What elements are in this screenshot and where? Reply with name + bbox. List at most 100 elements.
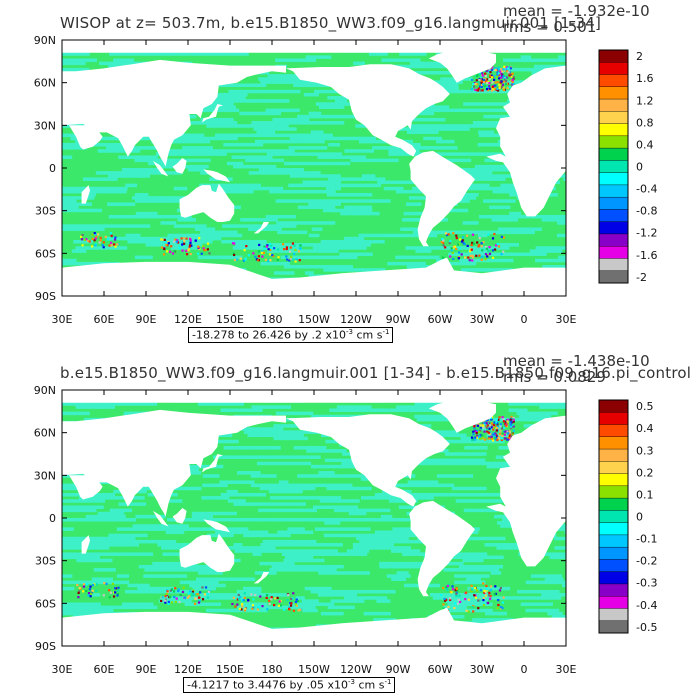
anomaly-cell bbox=[250, 593, 253, 596]
anomaly-cell bbox=[472, 610, 475, 613]
ocean-band bbox=[339, 252, 373, 257]
anomaly-cell bbox=[484, 591, 487, 594]
anomaly-cell bbox=[500, 72, 503, 76]
colorbar-swatch bbox=[598, 497, 629, 511]
ocean-band bbox=[291, 496, 316, 500]
anomaly-cell bbox=[476, 80, 479, 83]
anomaly-cell bbox=[91, 589, 94, 592]
ocean-band bbox=[435, 230, 465, 235]
anomaly-cell bbox=[273, 247, 276, 250]
anomaly-cell bbox=[449, 598, 452, 602]
colorbar-swatch bbox=[598, 620, 629, 634]
ocean-band bbox=[148, 239, 163, 244]
ocean-band bbox=[217, 124, 234, 128]
anomaly-cell bbox=[445, 586, 448, 589]
ocean-band bbox=[477, 142, 517, 147]
anomaly-cell bbox=[508, 72, 511, 76]
anomaly-cell bbox=[446, 584, 449, 588]
ocean-band bbox=[243, 430, 262, 434]
anomaly-cell bbox=[164, 601, 167, 604]
ocean-band bbox=[273, 271, 295, 275]
ocean-band bbox=[200, 518, 227, 522]
anomaly-cell bbox=[505, 68, 508, 72]
anomaly-cell bbox=[486, 430, 489, 433]
ocean-band bbox=[223, 446, 235, 450]
anomaly-cell bbox=[261, 255, 264, 258]
anomaly-cell bbox=[497, 72, 500, 75]
anomaly-cell bbox=[509, 74, 512, 77]
ocean-band bbox=[358, 233, 371, 238]
anomaly-cell bbox=[486, 69, 489, 72]
anomaly-cell bbox=[505, 76, 508, 79]
ocean-band bbox=[459, 564, 503, 569]
ocean-band bbox=[467, 186, 509, 191]
ocean-band bbox=[260, 543, 306, 547]
anomaly-cell bbox=[267, 260, 270, 263]
ocean-band bbox=[379, 564, 392, 569]
ocean-band bbox=[262, 99, 290, 103]
anomaly-cell bbox=[498, 430, 501, 433]
anomaly-cell bbox=[265, 245, 268, 248]
anomaly-cell bbox=[165, 592, 168, 596]
ocean-band bbox=[223, 142, 264, 147]
anomaly-cell bbox=[504, 422, 507, 425]
ocean-band bbox=[62, 199, 77, 203]
ocean-band bbox=[354, 589, 383, 594]
anomaly-cell bbox=[294, 260, 297, 263]
anomaly-cell bbox=[475, 589, 479, 592]
ocean-band bbox=[523, 424, 536, 428]
anomaly-cell bbox=[483, 591, 486, 595]
ocean-band bbox=[270, 496, 292, 500]
anomaly-cell bbox=[234, 605, 237, 608]
anomaly-cell bbox=[504, 430, 507, 433]
ocean-band bbox=[459, 171, 493, 175]
ocean-band bbox=[544, 577, 564, 581]
anomaly-cell bbox=[285, 255, 288, 258]
anomaly-cell bbox=[113, 238, 117, 241]
ocean-band bbox=[203, 596, 225, 600]
anomaly-cell bbox=[503, 78, 506, 81]
ocean-band bbox=[541, 218, 555, 222]
ocean-band bbox=[82, 177, 118, 181]
colorbar-swatch bbox=[598, 111, 629, 125]
ocean-band bbox=[492, 189, 522, 194]
ocean-band bbox=[496, 546, 530, 550]
ocean-band bbox=[263, 89, 301, 94]
ocean-band bbox=[478, 130, 495, 134]
anomaly-cell bbox=[192, 593, 195, 596]
colorbar-swatch bbox=[598, 485, 629, 499]
anomaly-cell bbox=[479, 256, 482, 259]
anomaly-cell bbox=[487, 71, 490, 74]
x-tick-label: 30E bbox=[52, 313, 73, 326]
anomaly-cell bbox=[511, 423, 515, 427]
ocean-band bbox=[408, 196, 438, 200]
ocean-band bbox=[390, 546, 411, 550]
ocean-band bbox=[345, 464, 363, 469]
ocean-band bbox=[134, 255, 153, 260]
colorbar-swatch bbox=[598, 135, 629, 149]
ocean-band bbox=[261, 430, 288, 434]
anomaly-cell bbox=[254, 255, 257, 258]
anomaly-cell bbox=[163, 240, 166, 243]
ocean-band bbox=[490, 252, 533, 257]
anomaly-cell bbox=[185, 253, 189, 256]
anomaly-cell bbox=[478, 237, 481, 240]
anomaly-cell bbox=[204, 586, 208, 589]
anomaly-cell bbox=[490, 437, 493, 440]
y-tick-label: 90N bbox=[34, 34, 56, 47]
ocean-band bbox=[374, 530, 395, 535]
ocean-band bbox=[278, 417, 296, 422]
ocean-band bbox=[476, 168, 498, 172]
ocean-band bbox=[166, 574, 188, 578]
colorbar-swatch bbox=[598, 534, 629, 548]
anomaly-cell bbox=[241, 599, 244, 602]
ocean-band bbox=[485, 611, 507, 616]
ocean-band bbox=[448, 252, 491, 257]
ocean-band bbox=[299, 568, 337, 572]
anomaly-cell bbox=[166, 250, 169, 253]
anomaly-cell bbox=[472, 82, 475, 85]
ocean-band bbox=[321, 414, 366, 419]
anomaly-cell bbox=[474, 82, 477, 86]
anomaly-cell bbox=[467, 610, 470, 613]
anomaly-cell bbox=[495, 421, 498, 424]
